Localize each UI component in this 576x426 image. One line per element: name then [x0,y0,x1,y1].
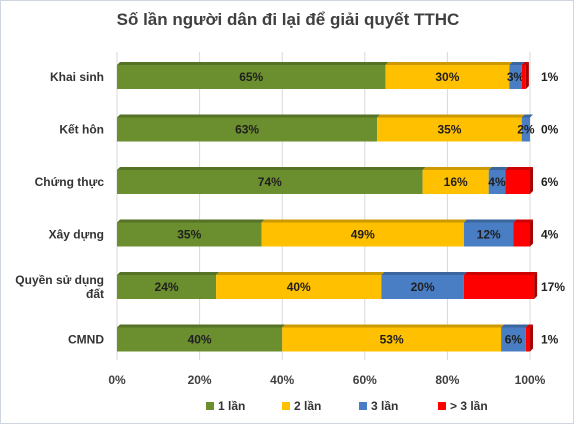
bar-segment-top [117,62,389,65]
category-label: Khai sinh [50,70,104,84]
data-label: 30% [435,70,459,84]
x-tick-label: 100% [515,373,546,387]
category-label: Xây dựng [49,228,104,242]
bar-segment [117,117,378,142]
category-label-line: đất [86,287,104,301]
bar-segment [117,65,386,89]
bar-segment [422,170,489,194]
bar-segment [509,65,522,89]
legend-swatch [282,402,290,410]
bar-segment-side [525,62,529,89]
bar-segment-side [530,219,533,247]
x-tick-label: 0% [108,373,126,387]
x-tick-label: 60% [353,373,377,387]
legend-label: 3 lần [371,399,398,413]
bar-segment-top [117,167,426,170]
category-label-line: Quyền sử dụng [15,273,104,287]
data-label: 4% [488,175,506,189]
bar-segment [501,327,526,352]
bar-segment-top [282,324,505,328]
bar-segment [463,275,535,299]
category-label: Chứng thực [35,175,105,189]
bar-segment [525,327,530,352]
bar-segment [385,65,510,89]
bar-segment [463,222,514,247]
bar-segment-top [261,219,467,223]
data-label: 2% [517,123,535,137]
bar-segment [117,327,283,352]
data-label: 74% [258,175,282,189]
data-label: 6% [541,175,559,189]
data-label: 65% [239,70,263,84]
bar-segment-top [117,219,265,223]
bar-segment [261,222,464,247]
data-label: 40% [188,333,212,347]
bar-segment [488,170,506,194]
bar-segment [513,222,530,247]
bar-segment-top [216,272,385,275]
bar-segment [117,275,217,299]
legend-label: 2 lần [294,399,321,413]
bar-segment-top [505,167,533,170]
bar-segment-top [117,272,220,275]
x-tick-label: 20% [188,373,212,387]
data-label: 20% [411,280,435,294]
legend-label: 1 lần [218,399,245,413]
data-label: 1% [541,70,559,84]
bar-segment-top [521,114,533,118]
data-label: 0% [541,123,559,137]
legend-swatch [438,402,446,410]
bar-segment [117,222,262,247]
data-label: 35% [177,228,201,242]
legend-swatch [359,402,367,410]
bar-segment-top [525,324,533,328]
bar-segment [521,65,526,89]
bar-segment-side [530,324,533,352]
bar-segment [117,170,423,194]
bar-segment-top [509,62,525,65]
x-tick-label: 80% [435,373,459,387]
data-label: 49% [351,228,375,242]
data-label: 17% [541,280,565,294]
category-label: Quyền sử dụng đất [15,273,104,301]
data-label: 6% [505,333,523,347]
category-label: CMND [68,333,104,347]
data-label: 63% [235,123,259,137]
data-label: 12% [477,228,501,242]
bar-segment-side [534,272,538,299]
data-label: 4% [541,228,559,242]
x-tick-label: 40% [270,373,294,387]
data-label: 35% [437,123,461,137]
bar-segment-top [463,219,517,223]
bar-segment-top [422,167,492,170]
bar-segment-top [117,324,286,328]
bar-segment-top [501,324,529,328]
bar-segment-top [488,167,509,170]
bar-segment-side [530,167,533,194]
data-label: 40% [287,280,311,294]
data-label: 16% [444,175,468,189]
bar-segment [521,117,530,142]
bar-segment [505,170,530,194]
data-label: 53% [380,333,404,347]
data-label: 1% [541,333,559,347]
bar-segment [377,117,522,142]
bar-segment-top [385,62,513,65]
bar-segment-top [513,219,533,223]
bar-segment-top [463,272,538,275]
bar-segment-top [381,272,467,275]
bar-segment [216,275,382,299]
bar-segment [282,327,502,352]
bar-segment [381,275,464,299]
legend-label: > 3 lần [450,399,488,413]
bar-segment-top [117,114,381,118]
bar-segment-top [521,62,529,65]
data-label: 3% [507,70,525,84]
legend-swatch [206,402,214,410]
chart-title: Số lần người dân đi lại để giải quyết TT… [116,10,460,29]
category-label: Kết hôn [59,123,104,137]
bar-segment-top [377,114,525,118]
data-label: 24% [155,280,179,294]
